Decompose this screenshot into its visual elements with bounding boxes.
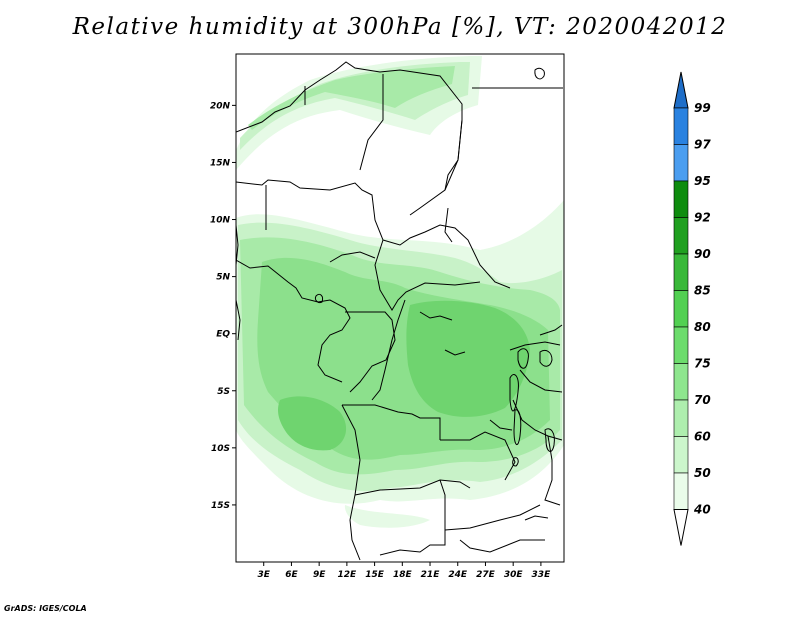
coastline — [236, 299, 241, 341]
lon-tick-label: 27E — [476, 570, 496, 580]
longitude-axis: 3E 6E 9E 12E 15E 18E 21E 24E 27E 30E 33E — [258, 562, 552, 580]
border-line — [379, 479, 446, 556]
border-line — [539, 324, 563, 336]
lake-outline — [539, 349, 553, 367]
colorbar-label: 50 — [694, 466, 711, 480]
coastline — [524, 515, 549, 521]
humidity-shading — [236, 56, 564, 528]
colorbar-label: 60 — [694, 430, 711, 444]
map-frame — [235, 53, 565, 563]
colorbar-label: 90 — [694, 247, 711, 261]
lon-tick-label: 6E — [285, 570, 298, 580]
border-line — [382, 224, 511, 289]
colorbar-label: 80 — [694, 320, 711, 334]
colorbar-segment — [673, 107, 689, 145]
lon-tick-label: 12E — [338, 570, 358, 580]
colorbar-label: 97 — [694, 138, 711, 152]
lon-tick-label: 24E — [448, 570, 468, 580]
border-line — [459, 539, 545, 553]
colorbar-segment — [673, 144, 689, 182]
lat-tick-label: 15N — [210, 158, 231, 168]
coastline — [419, 311, 453, 321]
latitude-axis: 20N 15N 10N 5N EQ 5S 10S 15S — [210, 101, 236, 511]
colorbar-top-arrow — [673, 71, 689, 109]
colorbar-label: 92 — [694, 211, 711, 225]
border-line — [236, 179, 384, 241]
lat-tick-label: 20N — [210, 101, 231, 111]
lake-outline — [517, 348, 529, 369]
lat-tick-label: 10S — [211, 444, 230, 454]
humidity-area-75 — [406, 300, 530, 417]
lon-tick-label: 18E — [393, 570, 413, 580]
colorbar-label: 40 — [693, 503, 711, 517]
lon-tick-label: 9E — [313, 570, 326, 580]
lake-outline — [544, 428, 555, 452]
colorbar-segment — [673, 399, 689, 437]
lat-tick-label: 15S — [211, 501, 230, 511]
lake-outline — [512, 457, 519, 467]
border-line — [317, 299, 351, 383]
humidity-area-40 — [344, 505, 430, 528]
colorbar: 99 97 95 92 90 85 80 75 70 60 50 40 — [673, 71, 711, 546]
border-line — [444, 504, 541, 531]
lake-outline — [513, 409, 522, 445]
lake-outline — [509, 374, 519, 412]
colorbar-label: 99 — [694, 101, 711, 115]
border-line — [236, 61, 463, 216]
border-line — [444, 207, 453, 243]
humidity-area-75 — [278, 396, 347, 451]
colorbar-label: 95 — [694, 174, 711, 188]
lon-tick-label: 15E — [365, 570, 385, 580]
colorbar-segment — [673, 472, 689, 510]
colorbar-bottom-arrow — [673, 509, 689, 546]
border-line — [341, 404, 361, 521]
lat-tick-label: 5N — [216, 273, 230, 283]
border-line — [509, 341, 561, 351]
colorbar-segment — [673, 253, 689, 291]
lon-tick-label: 21E — [421, 570, 441, 580]
coastline — [444, 349, 466, 356]
colorbar-label: 70 — [694, 393, 711, 407]
lake-outline — [315, 293, 323, 303]
lat-tick-label: 5S — [217, 387, 230, 397]
colorbar-segment — [673, 436, 689, 474]
lon-tick-label: 33E — [532, 570, 552, 580]
border-line — [342, 404, 441, 440]
border-line — [519, 369, 563, 393]
lake-outline — [534, 67, 545, 80]
border-line — [349, 519, 361, 561]
colorbar-segment — [673, 363, 689, 401]
border-line — [544, 435, 561, 506]
coastline — [489, 419, 513, 431]
border-line — [329, 251, 376, 263]
lat-tick-label: EQ — [216, 330, 230, 340]
border-line — [345, 311, 396, 393]
colorbar-segment — [673, 180, 689, 218]
credit-label: GrADS: IGES/COLA — [4, 604, 87, 613]
colorbar-label: 85 — [694, 284, 711, 298]
lat-tick-label: 10N — [210, 216, 231, 226]
colorbar-segment — [673, 290, 689, 328]
border-line — [374, 239, 481, 311]
lon-tick-label: 3E — [258, 570, 271, 580]
coastline — [236, 224, 239, 266]
border-line — [236, 259, 319, 303]
lon-tick-label: 30E — [504, 570, 524, 580]
border-line — [371, 299, 406, 401]
country-borders — [236, 61, 563, 561]
border-line — [444, 119, 463, 191]
colorbar-label: 75 — [694, 357, 711, 371]
map-title: Relative humidity at 300hPa [%], VT: 202… — [72, 14, 728, 40]
colorbar-segment — [673, 217, 689, 255]
border-line — [359, 74, 384, 171]
humidity-area-60 — [248, 66, 455, 130]
border-line — [354, 479, 471, 496]
colorbar-segment — [673, 326, 689, 364]
